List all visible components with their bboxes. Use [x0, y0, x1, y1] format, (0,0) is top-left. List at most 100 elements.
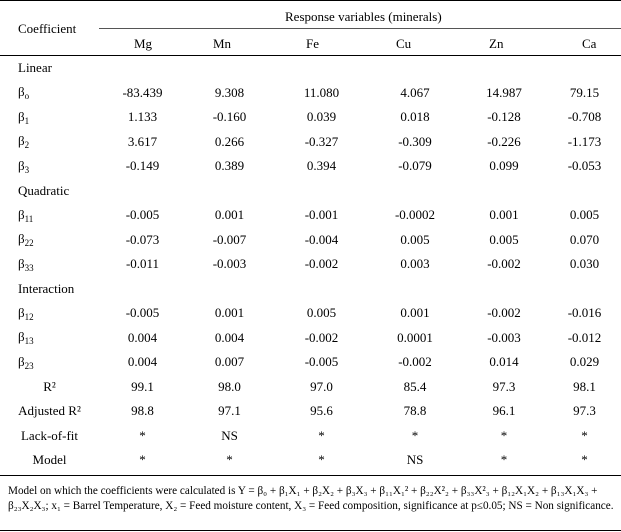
value-cell: 97.0 [310, 378, 333, 394]
coefficient-label: β13 [0, 326, 99, 351]
beta-subscript: 23 [24, 360, 34, 371]
value-cell: 95.6 [310, 403, 333, 419]
empty-cell [460, 179, 548, 204]
value-cell: 0.005 [306, 305, 337, 321]
value-cell: 97.3 [573, 403, 596, 419]
empty-cell [186, 56, 273, 81]
empty-cell [460, 277, 548, 302]
coefficient-label: β1 [0, 105, 99, 130]
beta-subscript: 3 [24, 164, 30, 175]
value-cell: -0.002 [304, 256, 339, 272]
value-cell: * [318, 427, 325, 443]
beta-symbol: β [18, 108, 25, 124]
statistic-label: Adjusted R² [18, 403, 81, 419]
value-cell: 0.001 [214, 207, 245, 223]
value-cell: 0.004 [127, 329, 158, 345]
value-cell: -0.003 [212, 256, 247, 272]
value-cell: 0.389 [214, 158, 245, 174]
value-cell: 1.133 [127, 109, 158, 125]
value-cell: 97.1 [218, 403, 241, 419]
value-cell: 0.099 [489, 158, 519, 174]
value-cell: -0.002 [487, 256, 521, 272]
value-cell: -0.160 [212, 109, 247, 125]
column-header-zn: Zn [489, 36, 504, 51]
value-cell: -0.002 [487, 305, 521, 321]
value-cell: -0.327 [304, 133, 339, 149]
empty-cell [186, 277, 273, 302]
value-cell: -83.439 [122, 84, 163, 100]
table-row: βo -83.439 9.308 11.080 4.067 14.987 79.15 [0, 81, 621, 106]
table-row: Lack-of-fit * NS * * * * [0, 424, 621, 449]
value-cell: -0.226 [487, 133, 521, 149]
value-cell: 0.001 [400, 305, 430, 321]
value-cell: * [581, 427, 588, 443]
value-cell: 3.617 [127, 133, 158, 149]
value-cell: * [139, 427, 146, 443]
value-cell: NS [406, 452, 424, 468]
empty-cell [99, 56, 186, 81]
value-cell: -0.005 [304, 354, 339, 370]
value-cell: 0.030 [569, 256, 600, 272]
section-row: Interaction [0, 277, 621, 302]
beta-symbol: β [18, 329, 25, 345]
footnote: Model on which the coefficients were cal… [8, 484, 618, 514]
coefficient-label: βo [0, 81, 99, 106]
column-header-ca: Ca [582, 36, 597, 51]
value-cell: -1.173 [567, 133, 602, 149]
empty-cell [548, 179, 621, 204]
table-row: Adjusted R² 98.8 97.1 95.6 78.8 96.1 97.3 [0, 399, 621, 424]
value-cell: 0.266 [214, 133, 245, 149]
coefficient-label: β23 [0, 350, 99, 375]
value-cell: 0.014 [489, 354, 519, 370]
empty-cell [370, 277, 460, 302]
beta-symbol: β [18, 157, 25, 173]
value-cell: -0.002 [398, 354, 432, 370]
table-row: β12 -0.005 0.001 0.005 0.001 -0.002 -0.016 [0, 301, 621, 326]
table-row: β11 -0.005 0.001 -0.001 -0.0002 0.001 0.005 [0, 203, 621, 228]
value-cell: -0.002 [304, 329, 339, 345]
top-rule [0, 0, 621, 1]
beta-symbol: β [18, 84, 25, 100]
value-cell: 0.003 [400, 256, 430, 272]
beta-subscript: 22 [24, 238, 34, 249]
value-cell: * [318, 452, 325, 468]
beta-subscript: 13 [24, 336, 34, 347]
value-cell: 98.1 [573, 378, 596, 394]
value-cell: 0.029 [569, 354, 600, 370]
value-cell: * [581, 452, 588, 468]
table-bottom-rule [0, 475, 621, 476]
value-cell: 0.0001 [397, 329, 433, 345]
value-cell: 97.3 [492, 378, 516, 394]
column-header-cu: Cu [396, 36, 412, 51]
footnote-equation: Y = β₀ + β₁X₁ + β₂X₂ + β₃X₃ + β₁₁X₁² + β… [8, 485, 598, 512]
value-cell: -0.005 [125, 207, 160, 223]
beta-symbol: β [18, 133, 25, 149]
table-row: Model * * * NS * * [0, 448, 621, 473]
value-cell: 98.8 [131, 403, 154, 419]
section-row: Quadratic [0, 179, 621, 204]
header-sub-rule [99, 28, 621, 29]
empty-cell [370, 56, 460, 81]
statistic-label: Lack-of-fit [20, 427, 79, 443]
empty-cell [548, 56, 621, 81]
response-variables-header: Response variables (minerals) [285, 9, 442, 24]
value-cell: 85.4 [403, 378, 427, 394]
section-label: Linear [18, 60, 52, 76]
statistic-label: R² [43, 378, 56, 394]
value-cell: 0.001 [489, 207, 519, 223]
value-cell: 0.007 [214, 354, 245, 370]
beta-subscript: 12 [24, 311, 34, 322]
value-cell: -0.003 [487, 329, 521, 345]
value-cell: 11.080 [303, 84, 340, 100]
value-cell: 0.005 [569, 207, 600, 223]
beta-symbol: β [18, 231, 25, 247]
table-row: β3 -0.149 0.389 0.394 -0.079 0.099 -0.053 [0, 154, 621, 179]
empty-cell [460, 56, 548, 81]
column-header-mg: Mg [134, 36, 153, 51]
value-cell: -0.016 [567, 305, 602, 321]
coefficient-label: β12 [0, 301, 99, 326]
value-cell: -0.011 [125, 256, 160, 272]
value-cell: 0.018 [400, 109, 430, 125]
coefficient-label: β22 [0, 228, 99, 253]
